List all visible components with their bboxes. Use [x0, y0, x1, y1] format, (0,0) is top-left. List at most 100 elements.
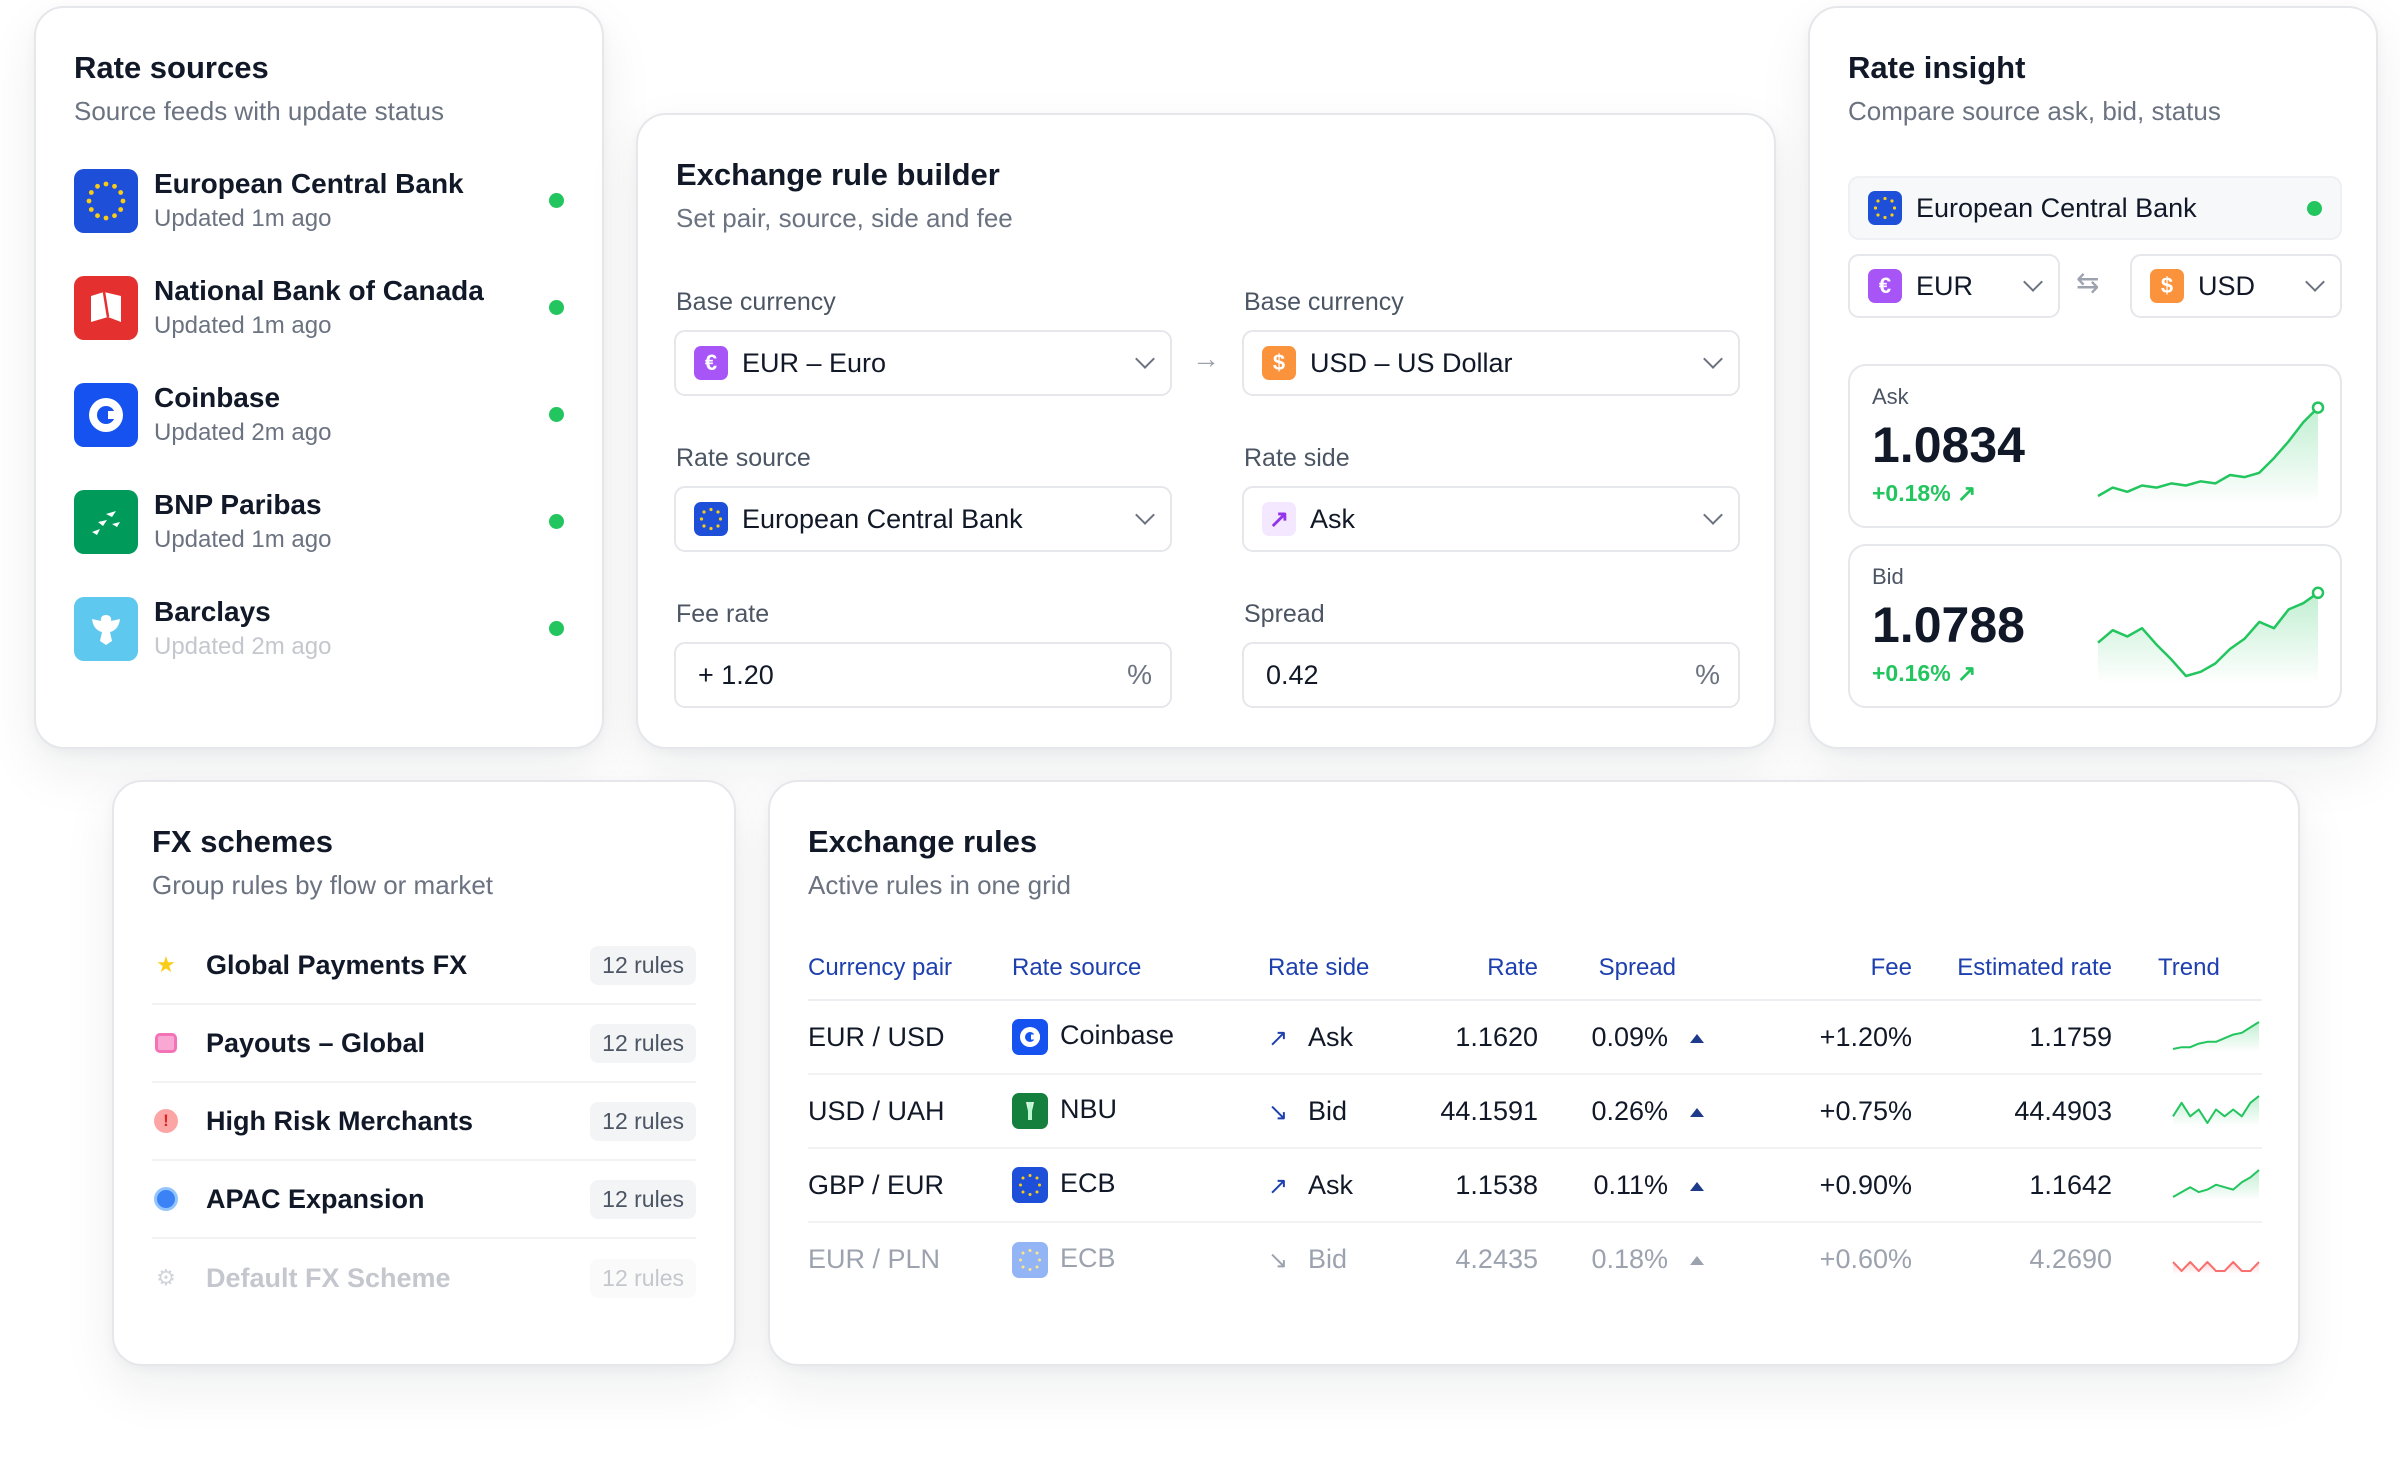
fee-rate-label: Fee rate: [676, 600, 770, 628]
base-currency-label: Base currency: [676, 288, 836, 316]
insight-source-select[interactable]: European Central Bank: [1848, 176, 2342, 240]
source-updated: Updated 2m ago: [154, 633, 332, 660]
caret-up-icon: [1690, 1107, 1704, 1117]
bid-rate-tile: Bid 1.0788 +0.16% ↗: [1848, 544, 2342, 708]
quote-currency-select[interactable]: $ USD – US Dollar: [1242, 330, 1740, 396]
rate: 44.1591: [1418, 1074, 1538, 1149]
arrow-right-icon: →: [1192, 343, 1220, 374]
column-header[interactable]: Rate side: [1268, 936, 1418, 1001]
bid-label: Bid: [1872, 564, 1904, 589]
sparkline-line: [2097, 591, 2319, 678]
nbc-logo-icon: [74, 275, 138, 340]
rate-source-name: Coinbase: [1060, 1020, 1175, 1051]
column-header[interactable]: Trend: [2112, 936, 2262, 1001]
insight-to-currency-select[interactable]: $ USD: [2130, 254, 2342, 318]
spread-input[interactable]: 0.42 %: [1242, 642, 1740, 708]
bnp-logo-icon: [74, 489, 138, 554]
rate-insight-card: Rate insight Compare source ask, bid, st…: [1808, 6, 2378, 749]
insight-from-currency: EUR: [1916, 270, 1974, 301]
swap-icon[interactable]: ⇆: [2076, 267, 2100, 298]
sparkline-area: [2098, 592, 2318, 684]
trend-cell: [2112, 1000, 2262, 1075]
sparkline-end-dot: [2311, 401, 2325, 414]
dollar-icon: $: [1262, 346, 1296, 380]
rate-side: Bid: [1308, 1095, 1348, 1126]
eu-flag-icon: [1012, 1167, 1048, 1203]
exchange-rules-subtitle: Active rules in one grid: [808, 870, 1072, 900]
column-header[interactable]: Estimated rate: [1912, 936, 2112, 1001]
rate-side: Bid: [1308, 1244, 1348, 1274]
rate-side-select[interactable]: ↗ Ask: [1242, 486, 1740, 552]
ask-sparkline: [2097, 401, 2325, 504]
ask-change: +0.18% ↗: [1872, 480, 1977, 506]
dollar-icon: $: [2150, 269, 2184, 303]
source-item-coinbase[interactable]: Coinbase Updated 2m ago: [74, 361, 564, 468]
rate-side-cell: ↘ Bid: [1268, 1074, 1418, 1149]
trend-sparkline: [2172, 1020, 2260, 1052]
rate-source-label: Rate source: [676, 444, 811, 472]
rule-count-badge: 12 rules: [590, 945, 696, 985]
table-row[interactable]: GBP / EUR ECB ↗ Ask 1.1538 0.11% +0.90% 1…: [808, 1148, 2262, 1223]
arrow-up-right-icon: ↗: [1262, 502, 1296, 536]
rule-builder-subtitle: Set pair, source, side and fee: [676, 203, 1013, 233]
bid-sparkline: [2097, 586, 2325, 684]
fee: +1.20%: [1716, 1000, 1912, 1075]
fee-rate-value: + 1.20: [698, 659, 774, 690]
scheme-item[interactable]: ★ Global Payments FX 12 rules: [152, 927, 696, 1005]
source-item-nbc[interactable]: National Bank of Canada Updated 1m ago: [74, 254, 564, 361]
exchange-rules-table: Currency pair Rate source Rate side Rate…: [808, 936, 2262, 1296]
quote-currency-label: Base currency: [1244, 288, 1404, 316]
sparkline-end-dot: [2311, 586, 2325, 600]
source-name: BNP Paribas: [154, 489, 322, 520]
percent-icon: %: [1127, 659, 1152, 690]
scheme-item[interactable]: ⚙ Default FX Scheme 12 rules: [152, 1239, 696, 1317]
status-dot: [549, 621, 564, 636]
source-updated: Updated 1m ago: [154, 312, 332, 339]
rule-count-badge: 12 rules: [590, 1179, 696, 1219]
scheme-item[interactable]: APAC Expansion 12 rules: [152, 1161, 696, 1239]
table-row[interactable]: USD / UAH NBU ↘ Bid 44.1591 0.26% +0.75% …: [808, 1074, 2262, 1149]
ask-rate-tile: Ask 1.0834 +0.18% ↗: [1848, 364, 2342, 528]
rule-builder-card: Exchange rule builder Set pair, source, …: [636, 113, 1776, 749]
scheme-item[interactable]: ! High Risk Merchants 12 rules: [152, 1083, 696, 1161]
rate-sources-card: Rate sources Source feeds with update st…: [34, 6, 604, 749]
rate-source-value: European Central Bank: [742, 503, 1023, 534]
column-header[interactable]: Currency pair: [808, 936, 1012, 1001]
source-item-bnp[interactable]: BNP Paribas Updated 1m ago: [74, 468, 564, 575]
ask-value: 1.0834: [1872, 417, 2025, 473]
column-header[interactable]: Spread: [1538, 936, 1716, 1001]
currency-pair: GBP / EUR: [808, 1148, 1012, 1223]
column-header[interactable]: Fee: [1716, 936, 1912, 1001]
scheme-name: Payouts – Global: [206, 1027, 426, 1058]
source-item-ecb[interactable]: European Central Bank Updated 1m ago: [74, 147, 564, 254]
spread-cell: 0.18%: [1538, 1222, 1716, 1296]
trend-sparkline: [2172, 1094, 2260, 1126]
table-row[interactable]: EUR / USD Coinbase ↗ Ask 1.1620 0.09% +1.…: [808, 1000, 2262, 1075]
rate-side-label: Rate side: [1244, 444, 1350, 472]
column-header[interactable]: Rate: [1418, 936, 1538, 1001]
table-row[interactable]: EUR / PLN ECB ↘ Bid 4.2435 0.18% +0.60% 4…: [808, 1222, 2262, 1296]
source-name: National Bank of Canada: [154, 275, 484, 306]
scheme-item[interactable]: Payouts – Global 12 rules: [152, 1005, 696, 1083]
fx-schemes-card: FX schemes Group rules by flow or market…: [112, 780, 736, 1366]
rate-source-cell: ECB: [1012, 1148, 1268, 1223]
chevron-down-icon: [1135, 349, 1155, 369]
insight-from-currency-select[interactable]: € EUR: [1848, 254, 2060, 318]
rate-source-select[interactable]: European Central Bank: [674, 486, 1172, 552]
source-updated: Updated 2m ago: [154, 419, 332, 446]
rule-builder-title: Exchange rule builder: [676, 157, 1000, 192]
source-item-barclays[interactable]: Barclays Updated 2m ago: [74, 575, 564, 682]
spread: 0.09%: [1591, 1021, 1668, 1052]
caret-up-icon: [1690, 1181, 1704, 1191]
fx-schemes-title: FX schemes: [152, 824, 333, 859]
base-currency-select[interactable]: € EUR – Euro: [674, 330, 1172, 396]
chevron-down-icon: [1703, 349, 1723, 369]
rate: 1.1538: [1418, 1148, 1538, 1223]
scheme-name: APAC Expansion: [206, 1183, 425, 1214]
trend-cell: [2112, 1222, 2262, 1296]
rate: 1.1620: [1418, 1000, 1538, 1075]
fee-rate-input[interactable]: + 1.20 %: [674, 642, 1172, 708]
rate-side-value: Ask: [1310, 503, 1356, 534]
column-header[interactable]: Rate source: [1012, 936, 1268, 1001]
alert-icon: !: [152, 1107, 180, 1135]
